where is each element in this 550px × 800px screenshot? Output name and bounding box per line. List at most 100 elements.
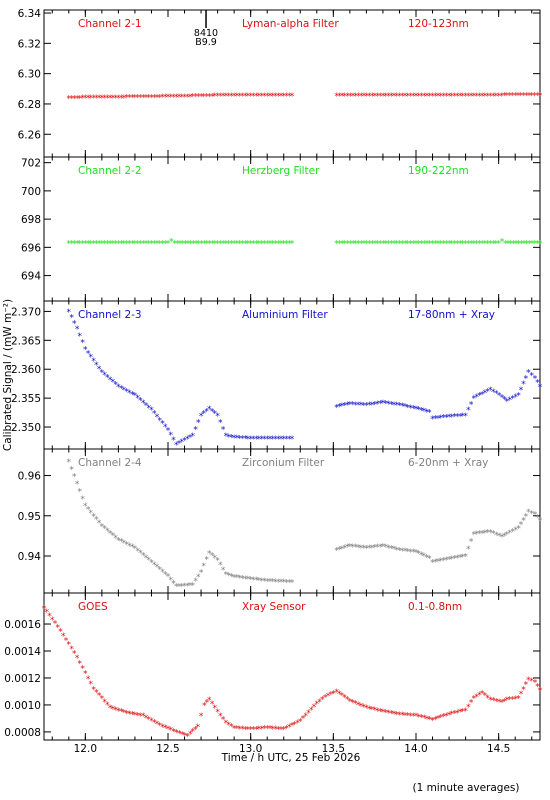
- data-point: *: [334, 403, 339, 413]
- data-point: *: [364, 92, 369, 102]
- data-point: *: [284, 724, 289, 734]
- data-point: *: [461, 240, 466, 250]
- data-point: *: [483, 240, 488, 250]
- data-point: *: [133, 544, 138, 554]
- data-point: *: [229, 433, 234, 443]
- data-point: *: [218, 561, 223, 571]
- data-point: *: [287, 240, 292, 250]
- y-tick-label: 0.0014: [4, 646, 41, 658]
- data-point: *: [362, 240, 367, 250]
- data-point: *: [100, 94, 105, 104]
- data-point: *: [510, 527, 515, 537]
- data-point: *: [124, 240, 129, 250]
- data-point: *: [394, 546, 399, 556]
- data-point: *: [119, 385, 124, 395]
- data-point: *: [224, 240, 229, 250]
- data-point: *: [529, 509, 534, 519]
- data-point: *: [265, 435, 270, 445]
- data-point: *: [452, 413, 457, 423]
- data-point: *: [257, 240, 262, 250]
- data-point: *: [281, 435, 286, 445]
- plot-frame: [43, 300, 541, 450]
- data-point: *: [436, 92, 441, 102]
- data-point: *: [496, 92, 501, 102]
- data-point: *: [483, 389, 488, 399]
- data-point: *: [384, 240, 389, 250]
- data-point: *: [86, 349, 91, 359]
- data-point: *: [342, 694, 347, 704]
- data-point: *: [389, 710, 394, 720]
- data-point: *: [229, 240, 234, 250]
- data-point: *: [455, 709, 460, 719]
- data-point: *: [257, 92, 262, 102]
- data-point: *: [500, 394, 505, 404]
- data-point: *: [116, 707, 121, 717]
- data-point: *: [240, 725, 245, 735]
- data-point: *: [356, 701, 361, 711]
- data-point: *: [367, 240, 372, 250]
- data-point: *: [535, 513, 540, 523]
- data-point: *: [538, 240, 543, 250]
- data-point: *: [516, 695, 521, 705]
- y-axis-label: Calibrated Signal / (mW m⁻²): [2, 299, 14, 451]
- data-point: *: [270, 92, 275, 102]
- data-point: *: [265, 92, 270, 102]
- data-point: *: [157, 416, 162, 426]
- data-point: *: [183, 731, 188, 741]
- filter-label: Lyman-alpha Filter: [242, 18, 339, 30]
- data-point: *: [229, 573, 234, 583]
- data-point: *: [119, 94, 124, 104]
- data-point: *: [218, 712, 223, 722]
- data-point: *: [395, 240, 400, 250]
- data-point: *: [342, 402, 347, 412]
- data-point: *: [193, 93, 198, 103]
- data-point: *: [538, 383, 543, 393]
- data-point: *: [80, 94, 85, 104]
- data-point: *: [191, 728, 196, 738]
- data-point: *: [516, 92, 521, 102]
- data-point: *: [491, 388, 496, 398]
- plot-frame: [43, 9, 541, 158]
- data-point: *: [232, 434, 237, 444]
- data-point: *: [268, 435, 273, 445]
- data-point: *: [461, 708, 466, 718]
- data-point: *: [218, 240, 223, 250]
- data-point: *: [425, 240, 430, 250]
- data-point: *: [78, 332, 83, 342]
- data-point: *: [155, 413, 160, 423]
- x-tick-label: 14.0: [404, 743, 427, 755]
- data-point: *: [69, 465, 74, 475]
- data-point: *: [78, 240, 83, 250]
- data-point: *: [279, 578, 284, 588]
- data-point: *: [254, 435, 259, 445]
- data-point: *: [246, 92, 251, 102]
- data-point: *: [364, 402, 369, 412]
- data-point: *: [458, 708, 463, 718]
- y-tick-label: 0.0016: [4, 619, 41, 631]
- data-point: *: [160, 723, 165, 733]
- channel-label: Channel 2-2: [78, 165, 142, 177]
- data-point: *: [441, 92, 446, 102]
- filter-label: Xray Sensor: [242, 601, 306, 613]
- data-point: *: [166, 93, 171, 103]
- data-point: *: [111, 94, 116, 104]
- data-point: *: [526, 369, 531, 379]
- data-point: *: [378, 543, 383, 553]
- data-point: *: [463, 240, 468, 250]
- data-point: *: [530, 240, 535, 250]
- y-tick-label: 6.28: [18, 99, 41, 111]
- data-point: *: [213, 240, 218, 250]
- data-point: *: [375, 240, 380, 250]
- data-point: *: [381, 240, 386, 250]
- data-point: *: [444, 556, 449, 566]
- data-point: *: [210, 407, 215, 417]
- data-point: *: [450, 240, 455, 250]
- data-point: *: [469, 699, 474, 709]
- data-point: *: [180, 582, 185, 592]
- data-point: *: [433, 558, 438, 568]
- data-point: *: [516, 524, 521, 534]
- y-tick-label: 2.350: [11, 422, 41, 434]
- data-point: *: [422, 714, 427, 724]
- data-point: *: [381, 542, 386, 552]
